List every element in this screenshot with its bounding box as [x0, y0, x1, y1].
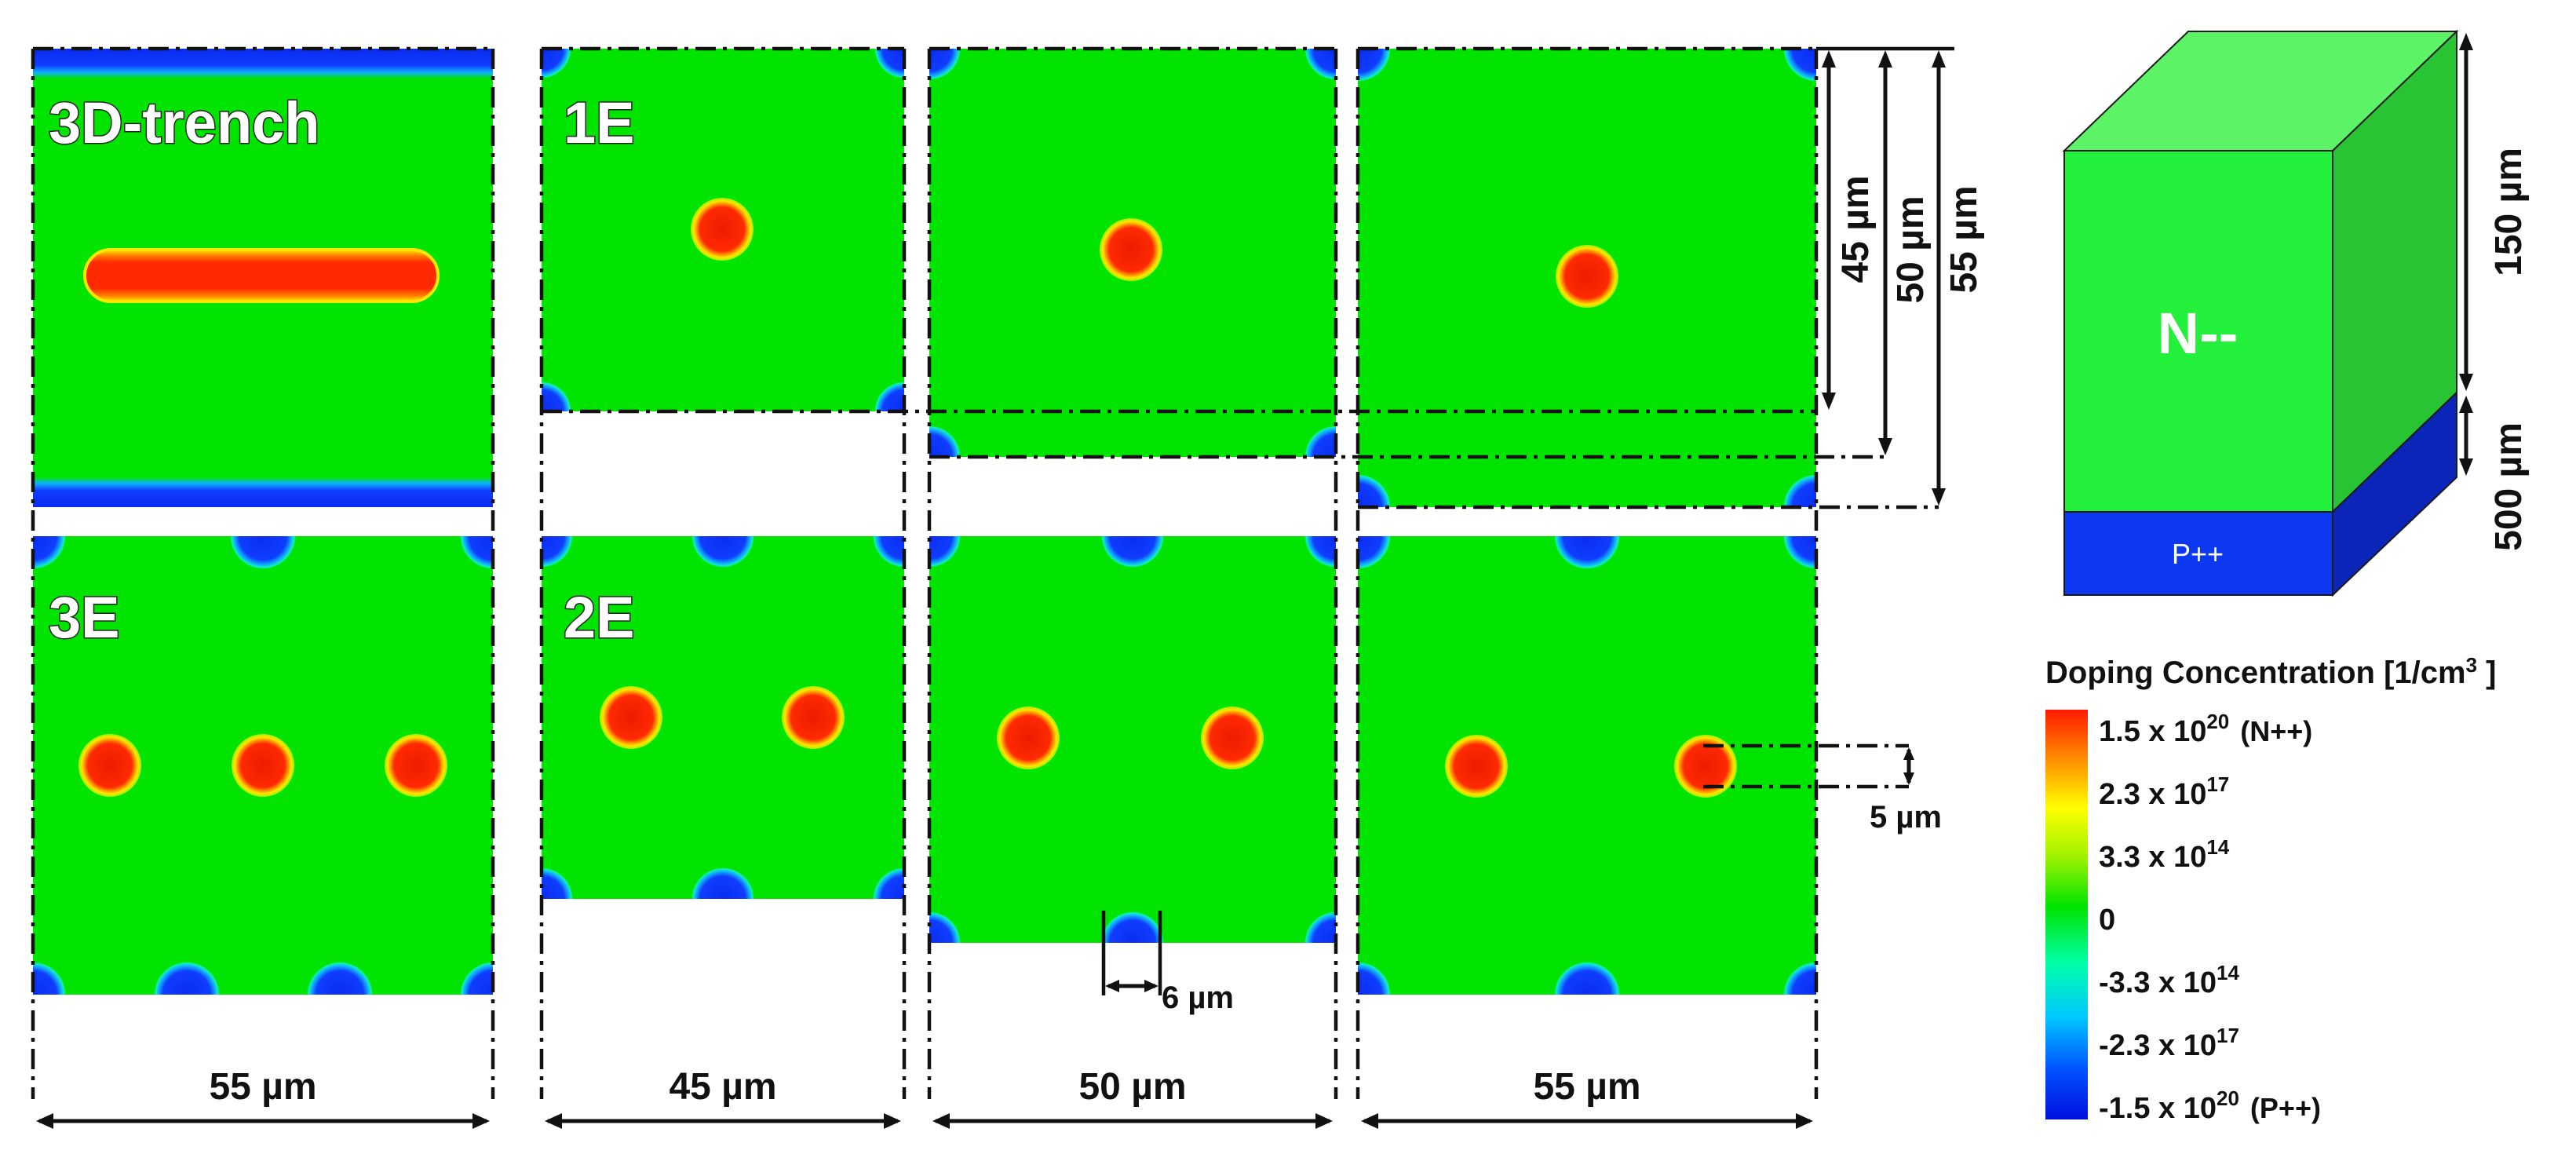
dimension-extension-lines — [1101, 46, 1954, 995]
width-label-55um: 55 µm — [209, 1066, 316, 1108]
panel-1e-55um — [1358, 49, 1816, 507]
legend-tick-label: 2.3 x 1017 — [2099, 772, 2229, 811]
width-label-45um: 45 µm — [669, 1066, 776, 1108]
panel-2e: 2E — [542, 536, 904, 899]
electrode — [1445, 735, 1508, 798]
panel-1e-50um — [929, 49, 1336, 457]
electrode — [600, 686, 662, 749]
trench-electrode — [83, 248, 440, 303]
width-label-55um-b: 55 µm — [1533, 1066, 1640, 1108]
legend-tick-label: -3.3 x 1014 — [2099, 961, 2239, 999]
legend-colorbar — [2045, 710, 2088, 1119]
doping-legend: Doping Concentration [1/cm3 ] 1.5 x 1020… — [2045, 653, 2496, 1125]
panel-2e-55um — [1358, 536, 1816, 995]
device-cube: N-- P++ — [2062, 29, 2459, 597]
width-label-50um: 50 µm — [1078, 1066, 1186, 1108]
dimension-arrows — [36, 50, 1946, 1129]
electrode — [1201, 707, 1264, 769]
electrode-diameter-label: 5 µm — [1870, 800, 1942, 834]
electrode — [78, 734, 141, 797]
legend-tick-labels: 1.5 x 1020 (N++) 2.3 x 1017 3.3 x 1014 0 -3.3… — [2099, 710, 2321, 1125]
thickness-label-500um: 500 µm — [2488, 422, 2530, 551]
electrode — [385, 734, 447, 797]
legend-tick-label: 3.3 x 1014 — [2099, 835, 2230, 874]
legend-tick-label: -1.5 x 1020 (P++) — [2099, 1086, 2321, 1125]
thickness-arrows — [2459, 33, 2473, 476]
cube-front-p-region — [2063, 511, 2333, 596]
legend-tick-label: 1.5 x 1020 (N++) — [2099, 710, 2312, 748]
electrode — [232, 734, 294, 797]
cell-boundary-lines — [31, 46, 1939, 1099]
height-label-45um: 45 µm — [1835, 175, 1877, 283]
legend-title: Doping Concentration [1/cm3 ] — [2045, 653, 2496, 690]
panel-label-1e: 1E — [564, 90, 635, 155]
n-region-label: N-- — [2158, 301, 2238, 366]
panel-3e: 3E — [33, 536, 493, 995]
electrode — [691, 198, 753, 261]
panel-1e: 1E — [542, 49, 904, 411]
thickness-label-150um: 150 µm — [2488, 148, 2530, 276]
panel-label-2e: 2E — [564, 585, 635, 650]
cube-front-n-region — [2063, 150, 2333, 513]
p-region-label: P++ — [2172, 538, 2224, 570]
panel-label-3d-trench: 3D-trench — [49, 90, 319, 155]
electrode — [997, 707, 1060, 769]
legend-tick-label: -2.3 x 1017 — [2099, 1024, 2239, 1062]
electrode-width-label: 6 µm — [1162, 981, 1234, 1015]
height-label-50um: 50 µm — [1890, 195, 1932, 303]
electrode — [782, 686, 845, 749]
panel-2e-50um — [929, 536, 1336, 943]
legend-tick-label: 0 — [2099, 904, 2115, 937]
panel-3d-trench: 3D-trench — [33, 49, 493, 507]
electrode — [1100, 218, 1162, 281]
height-label-55um: 55 µm — [1943, 185, 1985, 293]
electrode — [1674, 735, 1737, 798]
panel-label-3e: 3E — [49, 585, 120, 650]
electrode — [1556, 245, 1618, 308]
